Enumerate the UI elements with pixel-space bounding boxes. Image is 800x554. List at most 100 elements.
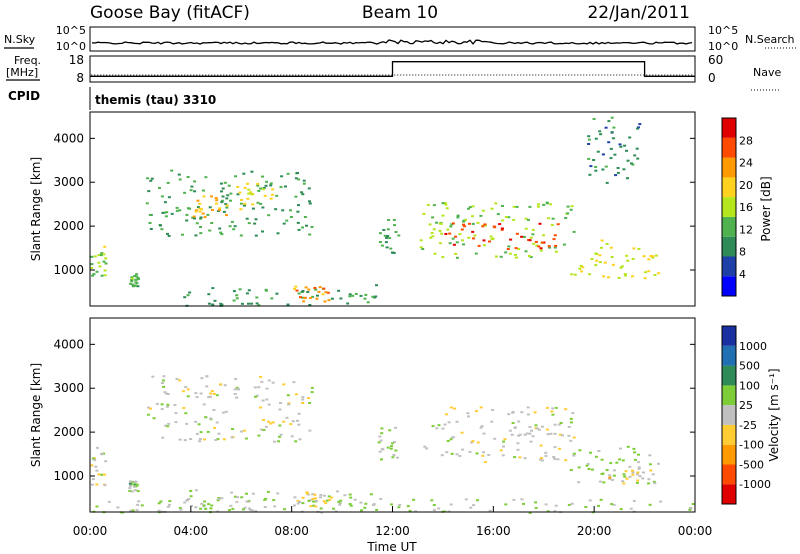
scatter-cell — [215, 421, 219, 424]
scatter-cell — [539, 247, 543, 250]
scatter-cell — [309, 505, 313, 508]
velocity-xticks: 00:00 04:00 08:00 12:00 16:00 20:00 00:00 — [73, 506, 713, 538]
scatter-cell — [159, 224, 162, 227]
scatter-cell — [311, 493, 315, 496]
scatter-cell — [131, 277, 134, 280]
scatter-cell — [566, 212, 570, 215]
scatter-cell — [534, 501, 538, 504]
scatter-cell — [104, 262, 108, 265]
scatter-cell — [439, 222, 443, 225]
scatter-cell — [166, 393, 170, 395]
scatter-cell — [346, 302, 350, 305]
scatter-cell — [289, 423, 293, 426]
scatter-cell — [421, 248, 425, 250]
scatter-cell — [220, 190, 223, 193]
scatter-cell — [210, 222, 214, 224]
scatter-cell — [467, 236, 471, 239]
scatter-cell — [301, 496, 305, 499]
ytick-label: 1000 — [53, 469, 84, 483]
scatter-cell — [100, 252, 104, 255]
scatter-cell — [194, 210, 198, 213]
scatter-cell — [608, 474, 612, 477]
scatter-cell — [183, 191, 187, 194]
ytick-label: 2000 — [53, 425, 84, 439]
scatter-cell — [302, 300, 306, 303]
scatter-cell — [178, 506, 182, 509]
scatter-cell — [232, 299, 236, 302]
scatter-cell — [609, 462, 613, 465]
scatter-cell — [289, 216, 293, 218]
xtick-label: 00:00 — [678, 524, 713, 538]
scatter-cell — [389, 247, 393, 250]
scatter-cell — [614, 174, 618, 177]
scatter-cell — [538, 222, 542, 225]
colorbar-swatch — [722, 405, 736, 425]
scatter-cell — [552, 456, 556, 458]
scatter-cell — [322, 287, 326, 290]
scatter-cell — [647, 258, 651, 261]
colorbar-swatch — [722, 326, 736, 346]
nave-ylabel: Nave — [753, 66, 781, 79]
scatter-cell — [439, 232, 443, 235]
scatter-cell — [298, 500, 302, 503]
scatter-cell — [517, 434, 521, 437]
scatter-cell — [257, 386, 261, 389]
scatter-cell — [648, 503, 652, 506]
ytick-label: 4000 — [53, 337, 84, 351]
scatter-cell — [499, 449, 503, 452]
scatter-cell — [482, 451, 485, 454]
scatter-cell — [451, 237, 455, 240]
scatter-cell — [250, 193, 254, 196]
scatter-cell — [278, 424, 282, 427]
scatter-cell — [168, 500, 172, 503]
scatter-cell — [609, 246, 613, 249]
scatter-cell — [150, 177, 154, 180]
scatter-cell — [518, 456, 522, 459]
scatter-cell — [554, 250, 558, 253]
scatter-cell — [513, 253, 517, 256]
scatter-cell — [534, 506, 538, 509]
scatter-cell — [641, 477, 645, 480]
scatter-cell — [338, 503, 342, 506]
scatter-cell — [315, 500, 318, 502]
scatter-cell — [378, 450, 382, 453]
scatter-cell — [570, 205, 574, 208]
scatter-cell — [209, 392, 213, 395]
scatter-cell — [394, 231, 398, 233]
scatter-cell — [247, 192, 251, 195]
scatter-cell — [103, 484, 107, 487]
scatter-cell — [200, 502, 204, 505]
scatter-cell — [205, 385, 209, 388]
scatter-cell — [284, 185, 287, 188]
scatter-cell — [577, 466, 581, 469]
scatter-cell — [316, 294, 319, 297]
scatter-cell — [278, 408, 282, 411]
scatter-cell — [227, 509, 231, 512]
scatter-cell — [100, 274, 104, 277]
scatter-cell — [326, 291, 330, 294]
scatter-cell — [547, 245, 551, 248]
scatter-cell — [586, 462, 590, 465]
scatter-cell — [243, 204, 246, 207]
scatter-cell — [225, 197, 229, 200]
scatter-cell — [587, 468, 591, 470]
scatter-cell — [392, 454, 396, 456]
scatter-cell — [380, 244, 384, 247]
scatter-cell — [158, 186, 161, 189]
scatter-cell — [282, 222, 286, 225]
scatter-cell — [607, 276, 611, 279]
scatter-cell — [247, 222, 251, 225]
scatter-cell — [186, 388, 190, 391]
scatter-cell — [588, 499, 592, 502]
scatter-cell — [691, 503, 695, 505]
scatter-cell — [161, 211, 165, 214]
colorbar-swatch — [722, 197, 736, 217]
scatter-cell — [495, 255, 498, 258]
scatter-cell — [200, 208, 203, 211]
scatter-cell — [375, 284, 378, 287]
scatter-cell — [605, 243, 609, 245]
scatter-cell — [241, 508, 245, 511]
scatter-cell — [136, 276, 140, 279]
scatter-cell — [296, 502, 300, 505]
scatter-cell — [595, 259, 599, 262]
